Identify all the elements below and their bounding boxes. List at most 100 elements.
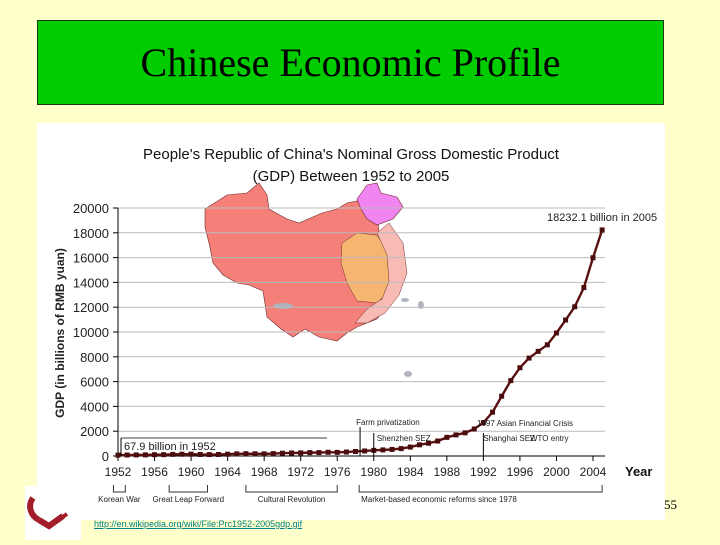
data-point <box>115 452 121 458</box>
data-point <box>152 452 158 458</box>
y-tick-label: 16000 <box>73 251 109 266</box>
chart-title-line2: (GDP) Between 1952 to 2005 <box>253 168 450 185</box>
data-point <box>179 451 185 457</box>
y-tick-label: 4000 <box>80 399 109 414</box>
data-point <box>343 449 349 455</box>
data-point <box>133 452 139 458</box>
x-axis-label: Year <box>625 464 652 479</box>
gdp-chart: 20000 18000 16000 14000 12000 10000 8000 6000 40… <box>37 123 665 520</box>
data-point <box>334 449 340 455</box>
data-point <box>426 440 432 446</box>
data-point <box>270 451 276 457</box>
data-point <box>188 451 194 457</box>
data-point <box>353 448 358 454</box>
data-point <box>471 426 477 432</box>
annotation-2005: 18232.1 billion in 2005 <box>547 212 657 224</box>
data-point <box>362 448 368 454</box>
page-number: 55 <box>664 497 677 512</box>
data-point <box>499 393 505 399</box>
period-label: Market-based economic reforms since 1978 <box>361 495 517 504</box>
data-point <box>243 451 249 457</box>
chart-labels: People's Republic of China's Nominal Gro… <box>53 146 657 504</box>
x-tick-label: 1972 <box>287 465 314 479</box>
data-point <box>599 227 605 233</box>
data-point <box>572 304 578 310</box>
x-tick-label: 1960 <box>178 465 205 479</box>
x-tick-label: 1988 <box>433 465 460 479</box>
data-point <box>444 434 450 440</box>
y-tick-label: 2000 <box>80 424 109 439</box>
x-tick-label: 1984 <box>397 465 424 479</box>
source-link[interactable]: http://en.wikipedia.org/wiki/File:Prc195… <box>94 519 303 529</box>
x-tick-label: 1976 <box>324 465 351 479</box>
data-point <box>389 446 395 452</box>
y-axis-label: GDP (in billions of RMB yuan) <box>53 248 67 418</box>
annotation-shanghai: Shanghai SEZ <box>483 434 535 443</box>
logo-icon <box>27 496 69 530</box>
data-point <box>380 447 386 453</box>
logo-box <box>25 486 81 540</box>
data-point <box>124 452 130 458</box>
annotation-1952: 67.9 billion in 1952 <box>124 441 216 453</box>
data-point <box>197 451 203 457</box>
axes: 2000018000160001400012000100008000600040… <box>73 201 607 479</box>
data-point <box>170 451 176 457</box>
x-tick-label: 2000 <box>543 465 570 479</box>
period-label: Korean War <box>98 495 141 504</box>
x-tick-label: 1996 <box>507 465 534 479</box>
y-tick-label: 8000 <box>80 350 109 365</box>
slide-title: Chinese Economic Profile <box>140 40 561 85</box>
data-point <box>252 451 258 457</box>
annotation-farm: Farm privatization <box>356 418 420 427</box>
data-point <box>307 450 313 456</box>
y-tick-label: 12000 <box>73 300 109 315</box>
data-point <box>453 432 459 438</box>
period-label: Great Leap Forward <box>153 495 225 504</box>
x-tick-label: 1952 <box>105 465 132 479</box>
data-point <box>590 255 596 261</box>
y-tick-label: 0 <box>102 449 109 464</box>
x-tick-label: 1964 <box>214 465 241 479</box>
x-tick-label: 1980 <box>360 465 387 479</box>
y-tick-label: 10000 <box>73 325 109 340</box>
data-point <box>161 452 167 458</box>
data-point <box>581 285 587 291</box>
x-tick-label: 2004 <box>580 465 607 479</box>
data-point <box>526 355 532 361</box>
data-point <box>435 438 441 444</box>
data-point <box>325 449 331 455</box>
data-point <box>289 450 295 456</box>
y-tick-label: 14000 <box>73 275 109 290</box>
data-point <box>407 444 413 450</box>
y-tick-label: 18000 <box>73 226 109 241</box>
data-point <box>234 451 240 457</box>
data-point <box>398 446 404 452</box>
data-point <box>517 365 523 371</box>
data-point <box>215 451 221 457</box>
data-point <box>279 450 285 456</box>
period-label: Cultural Revolution <box>258 495 326 504</box>
data-point <box>490 409 496 415</box>
y-tick-label: 20000 <box>73 201 109 216</box>
gridlines <box>118 207 605 432</box>
data-point <box>298 450 304 456</box>
data-point <box>142 452 148 458</box>
data-point <box>544 342 550 348</box>
china-map-icon <box>204 182 424 377</box>
chart-title-line1: People's Republic of China's Nominal Gro… <box>143 146 560 163</box>
title-box: Chinese Economic Profile <box>37 20 664 105</box>
data-point <box>316 450 322 456</box>
data-point <box>480 420 486 426</box>
data-point <box>508 378 514 384</box>
annotation-shenzhen: Shenzhen SEZ <box>377 434 431 443</box>
data-point <box>563 317 569 323</box>
data-point <box>261 451 267 457</box>
chart-canvas: 2000018000160001400012000100008000600040… <box>53 146 657 504</box>
x-tick-label: 1992 <box>470 465 497 479</box>
x-tick-label: 1968 <box>251 465 278 479</box>
data-point <box>553 330 559 336</box>
data-point <box>225 451 231 457</box>
data-point <box>462 430 468 436</box>
x-tick-label: 1956 <box>141 465 168 479</box>
y-tick-label: 6000 <box>80 375 109 390</box>
